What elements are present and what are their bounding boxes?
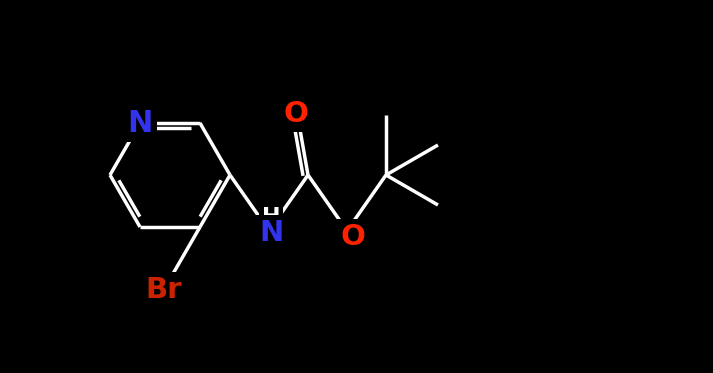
Text: O: O — [284, 100, 308, 128]
Text: N: N — [128, 109, 153, 138]
Text: Br: Br — [145, 276, 183, 304]
Text: H: H — [262, 207, 280, 227]
Text: O: O — [341, 223, 366, 251]
Text: N: N — [259, 219, 283, 247]
